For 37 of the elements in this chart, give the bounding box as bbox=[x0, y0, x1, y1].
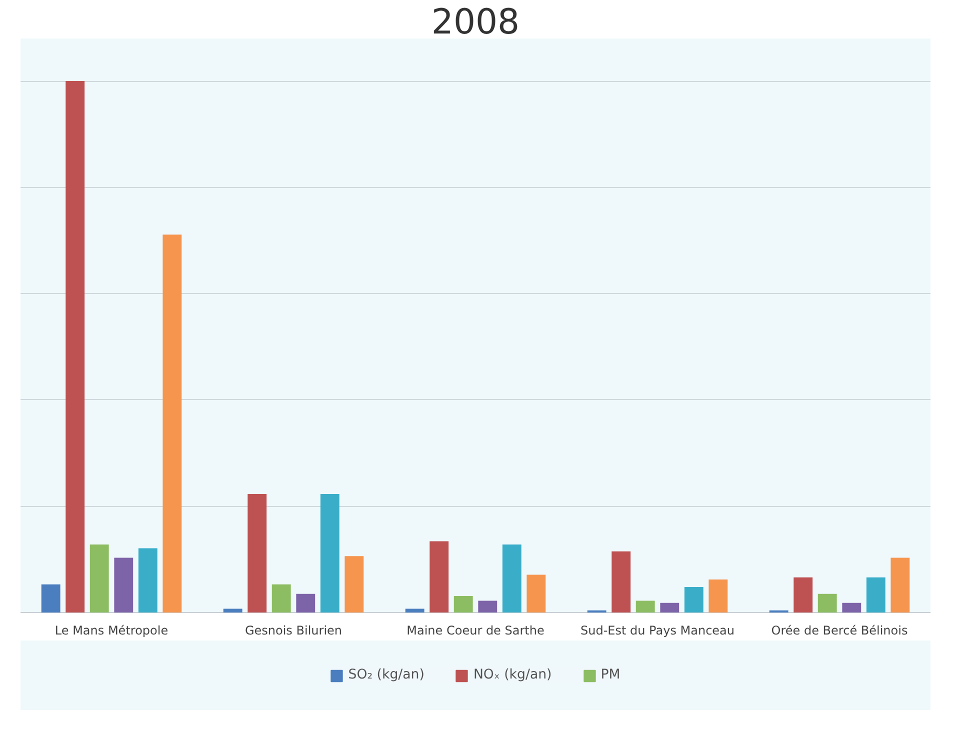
bar bbox=[818, 594, 837, 612]
bar bbox=[162, 234, 182, 612]
legend-label: SO₂ (kg/an) bbox=[348, 668, 424, 682]
bar bbox=[502, 544, 522, 612]
bar bbox=[478, 600, 498, 612]
bar bbox=[636, 600, 655, 612]
bar bbox=[66, 81, 85, 612]
bar bbox=[842, 602, 862, 612]
bar bbox=[708, 580, 728, 612]
bar bbox=[344, 556, 364, 612]
bar bbox=[248, 494, 267, 612]
chart-title: 2008 bbox=[431, 2, 520, 42]
bar bbox=[890, 558, 910, 612]
bar bbox=[454, 596, 473, 612]
bar bbox=[223, 608, 242, 612]
bar bbox=[526, 574, 546, 612]
bar bbox=[866, 577, 886, 612]
bar bbox=[612, 551, 631, 612]
x-tick-label: Maine Coeur de Sarthe bbox=[406, 624, 544, 638]
bar bbox=[272, 584, 291, 612]
legend-label: NOₓ (kg/an) bbox=[473, 668, 552, 682]
bar bbox=[41, 584, 60, 612]
bar bbox=[660, 602, 680, 612]
bar bbox=[90, 544, 109, 612]
bar bbox=[138, 548, 158, 612]
bar bbox=[430, 541, 449, 612]
bar bbox=[794, 577, 813, 612]
bar bbox=[296, 594, 316, 612]
x-tick-label: Orée de Bercé Bélinois bbox=[771, 624, 908, 638]
x-tick-label: Le Mans Métropole bbox=[54, 624, 168, 638]
bar bbox=[405, 608, 424, 612]
x-tick-label: Sud-Est du Pays Manceau bbox=[580, 624, 735, 638]
bar bbox=[114, 558, 134, 612]
x-tick-label: Gesnois Bilurien bbox=[244, 624, 342, 638]
bar bbox=[684, 586, 704, 612]
bar bbox=[320, 494, 340, 612]
legend-label: PM bbox=[600, 668, 621, 682]
